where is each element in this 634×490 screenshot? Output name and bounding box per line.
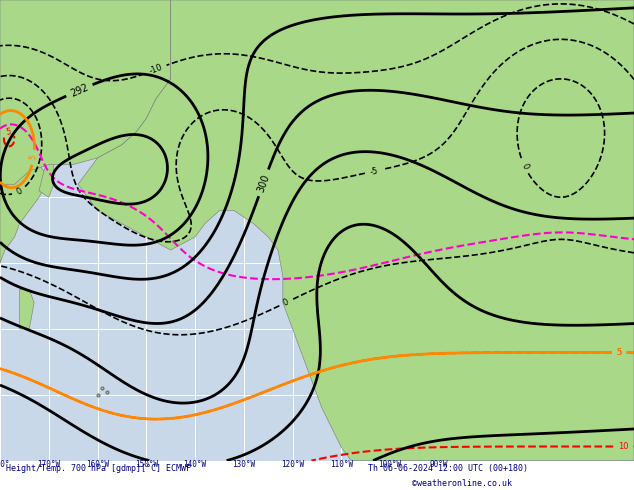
- Text: Th 06-06-2024 12:00 UTC (00+180): Th 06-06-2024 12:00 UTC (00+180): [368, 464, 527, 473]
- Text: 110°W: 110°W: [330, 460, 353, 468]
- Text: 0: 0: [519, 162, 530, 171]
- Text: 5: 5: [616, 348, 622, 357]
- Polygon shape: [0, 0, 49, 263]
- Text: 160°W: 160°W: [86, 460, 109, 468]
- Polygon shape: [0, 0, 171, 184]
- Text: 140°W: 140°W: [183, 460, 207, 468]
- Text: -10: -10: [148, 63, 164, 76]
- Text: 180°: 180°: [0, 460, 10, 468]
- Text: 120°W: 120°W: [281, 460, 304, 468]
- Text: 0: 0: [15, 186, 23, 196]
- Text: 170°W: 170°W: [37, 460, 60, 468]
- Text: 150°W: 150°W: [135, 460, 158, 468]
- Text: 5: 5: [5, 127, 12, 137]
- Text: -5: -5: [369, 166, 379, 176]
- Text: 10: 10: [618, 442, 629, 451]
- Text: 0: 0: [282, 297, 290, 308]
- Polygon shape: [39, 158, 54, 197]
- Text: 100°W: 100°W: [378, 460, 402, 468]
- Text: 292: 292: [69, 82, 90, 98]
- Polygon shape: [20, 290, 34, 329]
- Text: 90°W: 90°W: [430, 460, 448, 468]
- Text: Height/Temp. 700 hPa [gdmp][°C] ECMWF: Height/Temp. 700 hPa [gdmp][°C] ECMWF: [6, 464, 191, 473]
- Text: 300: 300: [256, 172, 271, 193]
- Text: 5: 5: [616, 348, 622, 357]
- Text: ©weatheronline.co.uk: ©weatheronline.co.uk: [412, 479, 512, 488]
- Text: 130°W: 130°W: [232, 460, 256, 468]
- Text: 5: 5: [29, 154, 39, 161]
- Polygon shape: [78, 0, 634, 461]
